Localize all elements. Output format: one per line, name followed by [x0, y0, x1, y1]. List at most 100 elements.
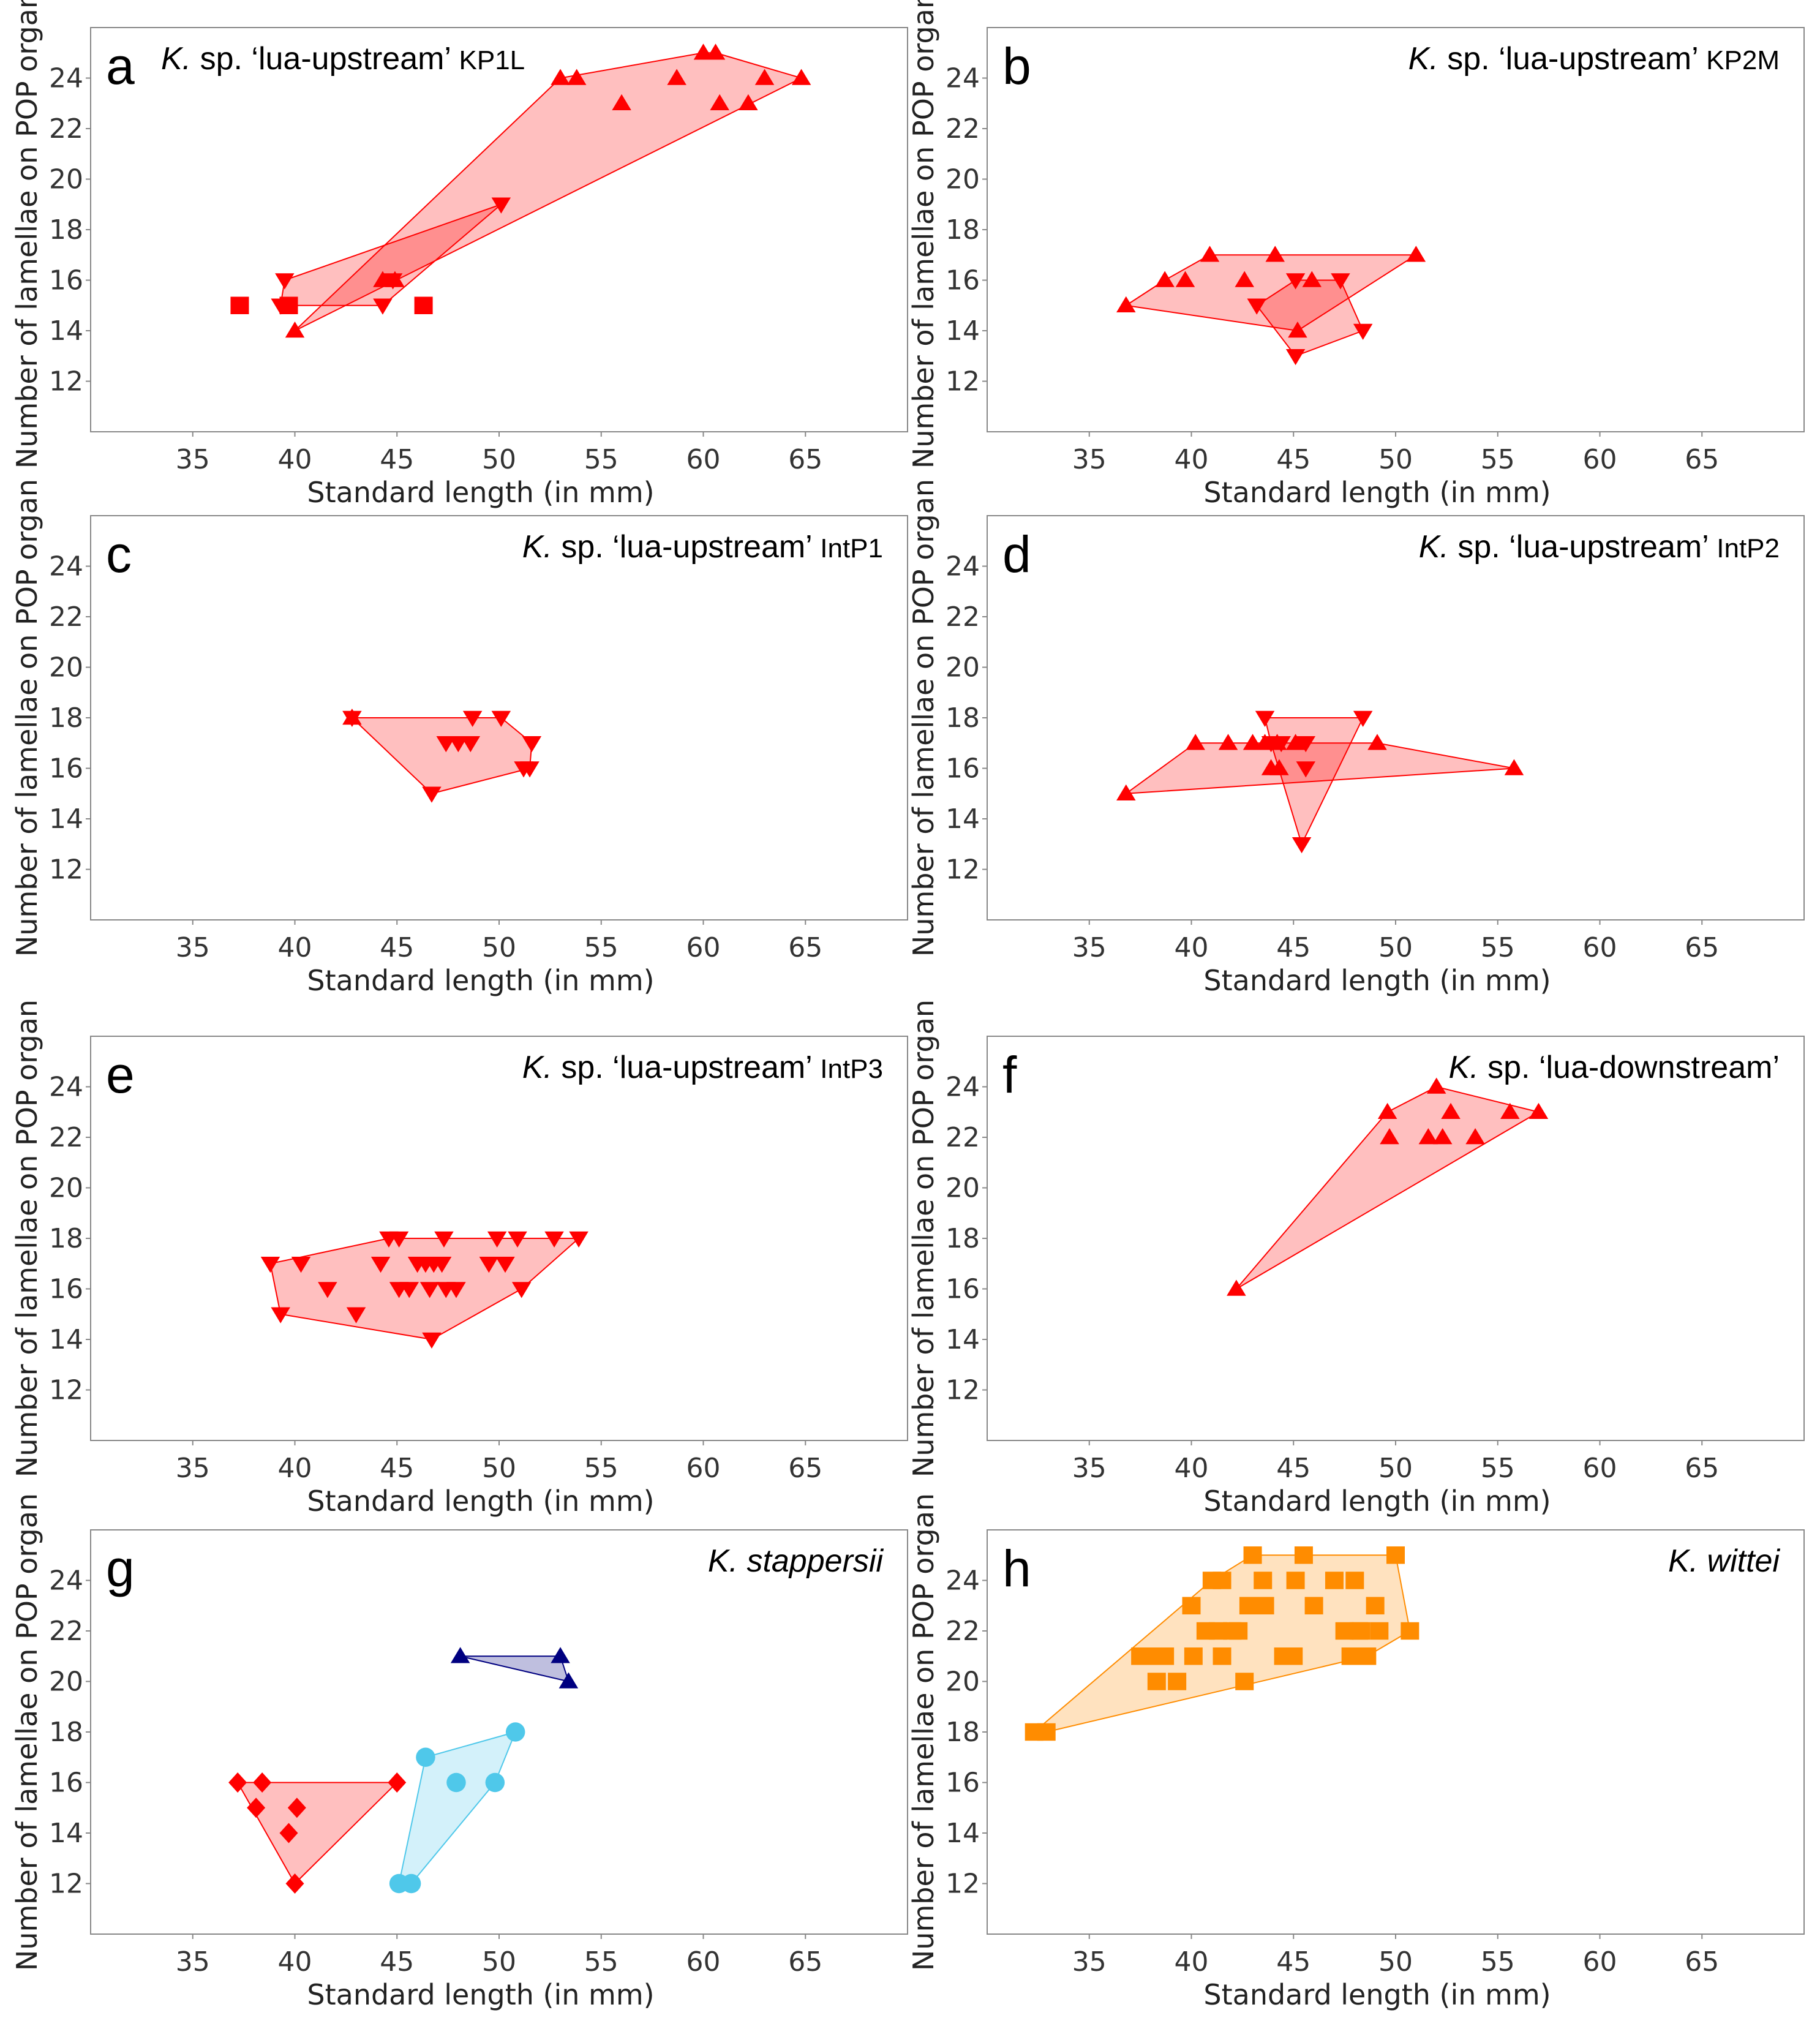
data-point-down-triangle	[373, 298, 393, 315]
data-point-circle	[401, 1873, 421, 1894]
data-point-down-triangle	[1285, 349, 1306, 366]
x-tick-label: 55	[584, 1946, 619, 1978]
y-tick-label: 24	[49, 1565, 83, 1597]
panel-letter: g	[106, 1540, 135, 1597]
data-point-down-triangle	[1285, 273, 1306, 290]
data-point-diamond	[279, 1823, 298, 1843]
data-point-square	[1345, 1572, 1364, 1589]
y-axis-title: Number of lamellae on POP organ	[907, 1000, 940, 1477]
panel-letter: c	[106, 525, 132, 583]
data-point-up-triangle	[667, 69, 686, 85]
y-tick-label: 24	[946, 63, 980, 94]
data-point-square	[1349, 1622, 1368, 1640]
title-main-part: sp. ‘lua-upstream’	[191, 41, 459, 77]
x-tick-label: 45	[380, 1946, 414, 1978]
panel-letter: d	[1002, 525, 1031, 583]
data-point-down-triangle	[434, 1231, 454, 1248]
hull-diamond	[237, 1782, 398, 1884]
x-tick-label: 50	[1378, 1946, 1413, 1978]
y-tick-label: 18	[49, 214, 83, 246]
y-tick-label: 14	[946, 1324, 980, 1355]
data-point-up-triangle	[710, 94, 729, 110]
data-point-square	[1286, 1572, 1305, 1589]
data-point-up-triangle	[1285, 734, 1306, 750]
data-point-square	[1037, 1723, 1056, 1741]
hull-navy-triangle	[459, 1655, 570, 1682]
data-point-square	[1254, 1572, 1273, 1589]
data-point-square	[1325, 1572, 1344, 1589]
y-tick-label: 24	[946, 551, 980, 582]
y-tick-label: 24	[49, 551, 83, 582]
data-point-up-triangle	[739, 94, 758, 110]
title-main-part: sp. ‘lua-upstream’	[1438, 41, 1706, 77]
y-tick-label: 18	[49, 1223, 83, 1254]
x-tick-label: 45	[380, 444, 414, 475]
data-point-down-triangle	[399, 1282, 419, 1298]
data-point-down-triangle	[495, 1257, 515, 1273]
data-point-down-triangle	[508, 1231, 527, 1248]
data-point-down-triangle	[436, 736, 456, 753]
x-tick-label: 40	[1175, 444, 1209, 475]
data-point-navy-triangle	[558, 1672, 579, 1689]
x-tick-label: 40	[278, 1946, 312, 1978]
data-point-down-triangle	[1331, 273, 1350, 290]
y-tick-label: 14	[946, 1818, 980, 1849]
y-tick-label: 20	[946, 164, 980, 195]
title-sub-part: KP2M	[1706, 45, 1780, 75]
data-point-square	[1213, 1647, 1232, 1665]
panel-title: K. wittei	[1668, 1543, 1780, 1579]
y-tick-label: 18	[49, 1717, 83, 1748]
data-point-up-triangle	[1418, 1128, 1438, 1145]
x-tick-label: 40	[278, 932, 312, 963]
panel-b: 35 40 45 50 55 60 65 12 14 16 18 20 22 24 Standard len…	[907, 0, 1805, 509]
data-point-square	[1294, 1546, 1313, 1564]
data-point-down-triangle	[522, 736, 542, 753]
y-tick-label: 12	[49, 854, 83, 886]
title-sub-part: IntP1	[820, 533, 883, 563]
data-point-down-triangle	[461, 736, 481, 753]
data-point-square	[1156, 1647, 1175, 1665]
y-tick-label: 20	[49, 164, 83, 195]
x-tick-label: 60	[1583, 1453, 1617, 1484]
y-tick-label: 16	[946, 1274, 980, 1305]
x-tick-label: 65	[1685, 1946, 1719, 1978]
y-tick-label: 20	[49, 652, 83, 683]
data-point-down-triangle	[389, 1231, 409, 1248]
y-tick-label: 24	[49, 63, 83, 94]
panel-f: 35 40 45 50 55 60 65 12 14 16 18 20 22 24 Standard len…	[907, 1000, 1805, 1518]
y-tick-label: 22	[49, 601, 83, 633]
data-point-up-triangle	[1288, 322, 1307, 338]
data-point-square	[1223, 1622, 1242, 1640]
data-point-square	[1386, 1546, 1405, 1564]
x-tick-label: 65	[1685, 444, 1719, 475]
data-point-down-triangle	[346, 1307, 366, 1323]
y-tick-label: 14	[49, 1324, 83, 1355]
y-tick-label: 22	[49, 113, 83, 145]
x-axis-title: Standard length (in mm)	[307, 1485, 654, 1518]
x-tick-label: 40	[278, 444, 312, 475]
data-point-down-triangle	[1292, 837, 1312, 854]
x-tick-label: 55	[1481, 444, 1515, 475]
y-tick-label: 22	[946, 1122, 980, 1153]
x-tick-label: 65	[1685, 932, 1719, 963]
y-axis-title: Number of lamellae on POP organ	[907, 1493, 940, 1971]
data-point-up-triangle	[566, 69, 587, 85]
title-sub-part: IntP3	[820, 1054, 883, 1084]
y-tick-label: 16	[49, 753, 83, 785]
panel-title: K. sp. ‘lua-downstream’	[1449, 1050, 1780, 1085]
panel-e: 35 40 45 50 55 60 65 12 14 16 18 20 22 24 Standard len…	[10, 1000, 908, 1518]
y-tick-label: 12	[946, 1869, 980, 1900]
hull-down-triangle	[351, 717, 533, 794]
data-point-down-triangle	[422, 786, 442, 803]
data-point-square	[1147, 1673, 1166, 1690]
x-tick-label: 35	[1072, 1453, 1107, 1484]
hull-down-triangle	[1256, 279, 1364, 357]
panel-letter: f	[1002, 1046, 1017, 1104]
data-point-up-triangle	[705, 43, 726, 60]
x-axis-title: Standard length (in mm)	[307, 476, 654, 509]
y-tick-label: 12	[49, 1869, 83, 1900]
data-point-down-triangle	[462, 710, 483, 727]
y-tick-label: 14	[49, 315, 83, 347]
data-point-up-triangle	[1377, 1102, 1397, 1119]
x-tick-label: 35	[176, 932, 210, 963]
